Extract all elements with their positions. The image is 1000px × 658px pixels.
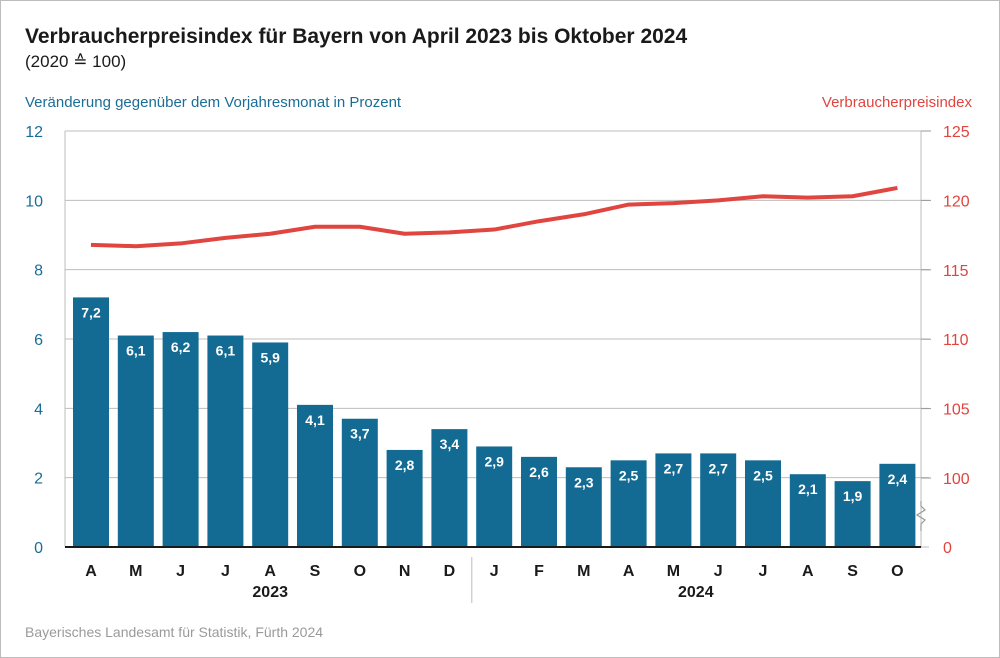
bar [297,404,333,547]
right-tick-label: 110 [943,332,969,349]
bar-data-label: 2,6 [529,464,549,480]
bar [789,474,826,547]
bar [476,446,513,547]
axis-break-icon [915,501,926,531]
bar-data-label: 6,1 [126,343,146,359]
bar-data-label: 3,4 [440,436,460,452]
bar-data-label: 2,4 [888,471,908,487]
x-tick-label: O [354,563,366,580]
bar [521,456,557,547]
bar [431,429,468,547]
bar [745,460,781,547]
x-tick-label: J [221,563,230,580]
x-tick-label: J [759,563,768,580]
bar [252,342,289,547]
right-tick-label-zero: 0 [943,540,952,557]
x-tick-label: N [399,563,411,580]
bar [117,335,154,547]
bar-data-label: 3,7 [350,426,370,442]
x-tick-label: O [891,563,903,580]
right-tick-label: 105 [943,402,970,419]
bar-data-label: 1,9 [843,488,863,504]
cpi-line [90,185,898,249]
right-axis-label: Verbraucherpreisindex [821,94,972,111]
x-tick-label: D [444,563,456,580]
bar-data-label: 2,7 [708,460,728,476]
bar-data-label: 2,5 [619,467,639,483]
x-tick-label: F [534,563,544,580]
left-tick-label: 10 [25,193,43,210]
x-tick-label: S [310,563,321,580]
source-note: Bayerisches Landesamt für Statistik, Für… [25,624,324,640]
x-tick-label: A [264,563,276,580]
bar [700,453,737,547]
year-label: 2024 [678,584,714,601]
x-tick-label: A [802,563,814,580]
right-tick-label: 100 [943,471,970,488]
bar [341,418,378,547]
left-tick-label: 4 [34,401,43,418]
bar [655,453,692,547]
bar-data-label: 6,1 [216,343,236,359]
bar-data-label: 2,8 [395,457,415,473]
bar-data-label: 2,7 [664,460,684,476]
x-tick-label: J [490,563,499,580]
bar [207,335,244,547]
x-tick-label: M [667,563,680,580]
bar-data-label: 2,3 [574,474,594,490]
x-tick-label: J [714,563,723,580]
bar [73,297,109,547]
x-tick-label: A [85,563,97,580]
bar [565,467,602,547]
bar [162,332,199,547]
bar-data-label: 2,5 [753,467,773,483]
bar [386,449,423,547]
bar-data-label: 2,1 [798,481,818,497]
bar-data-label: 5,9 [260,349,280,365]
left-tick-label: 8 [34,263,43,280]
left-axis-label: Veränderung gegenüber dem Vorjahresmonat… [25,94,402,111]
bar-data-label: 6,2 [171,339,191,355]
bar-data-label: 4,1 [305,412,325,428]
x-tick-label: J [176,563,185,580]
x-tick-label: A [623,563,635,580]
left-tick-label: 0 [34,540,43,557]
right-tick-label: 125 [943,124,970,141]
chart-title: Verbraucherpreisindex für Bayern von Apr… [25,25,688,48]
left-tick-label: 2 [34,471,43,488]
x-tick-label: M [129,563,142,580]
x-tick-label: M [577,563,590,580]
bar-data-label: 7,2 [81,304,101,320]
bar [834,481,871,547]
left-tick-label: 6 [34,332,43,349]
left-tick-label: 12 [25,124,43,141]
bar-data-label: 2,9 [484,453,504,469]
right-tick-label: 120 [943,193,970,210]
chart-subtitle: (2020 ≙ 100) [25,52,127,71]
year-label: 2023 [252,584,288,601]
x-tick-label: S [847,563,858,580]
bar [879,463,916,547]
bar [610,460,647,547]
right-tick-label: 115 [943,263,969,280]
